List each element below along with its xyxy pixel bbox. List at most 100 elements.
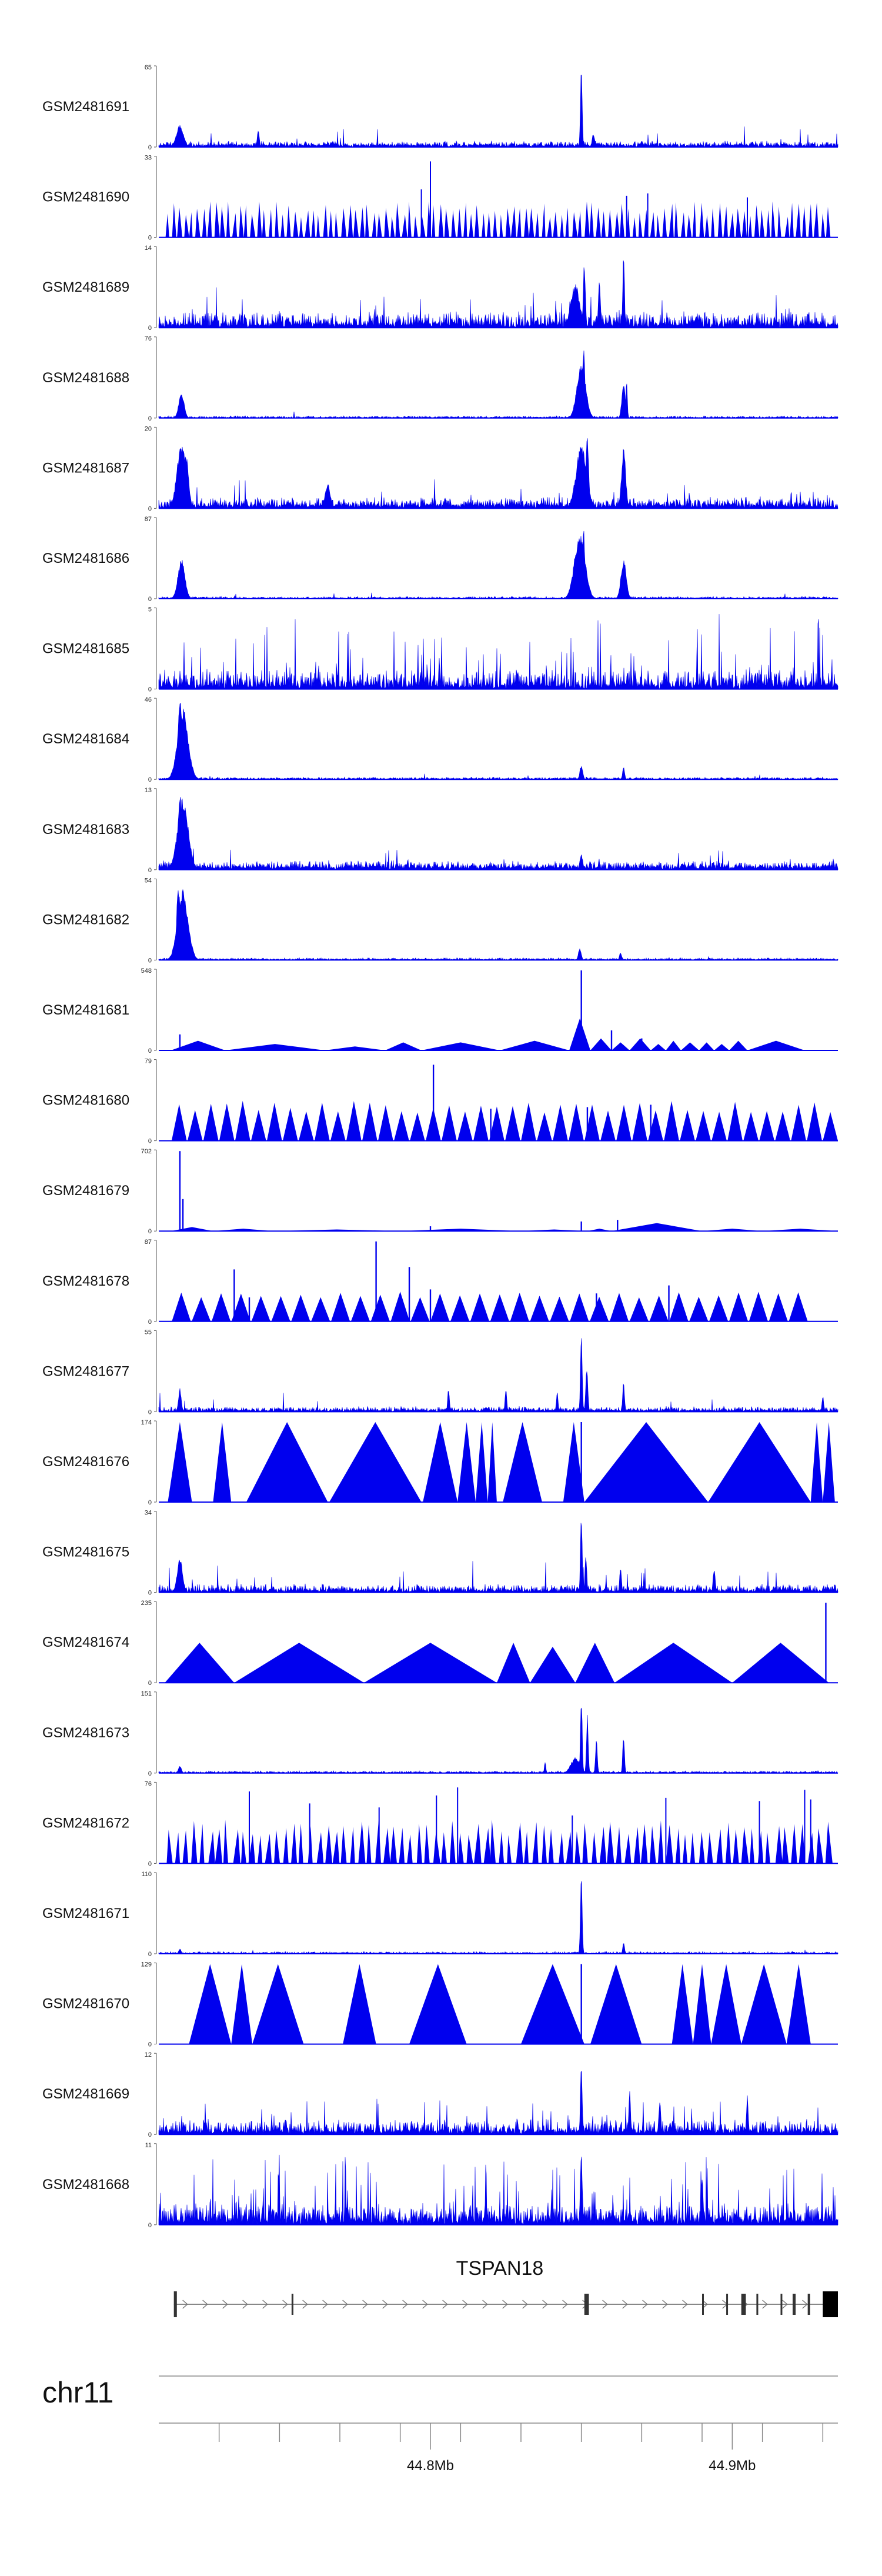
coverage-segment [649,1826,656,1864]
coverage-segment [529,208,534,238]
coverage-segment [365,204,369,238]
coverage-segment [275,202,279,238]
coverage-segment [457,1111,473,1141]
coverage-segment [305,210,310,238]
coverage-segment [702,1229,763,1232]
coverage-segment [366,1824,372,1864]
coverage-segment [786,1964,811,2044]
y-max-label: 110 [141,1871,152,1878]
coverage-segment [350,1296,370,1322]
coverage-segment [257,201,262,238]
strand-arrow-icon [222,2300,228,2309]
coverage-segment [220,206,225,238]
coverage-segment [330,1111,346,1141]
coverage-segment [517,208,522,238]
coverage-segment [708,1422,811,1502]
coverage-segment [589,202,594,238]
gene-exon [793,2294,796,2315]
coverage-segment [530,1296,549,1322]
y-max-label: 54 [145,877,152,884]
coverage-segment [675,1828,681,1864]
coverage-segment [505,1106,520,1141]
coverage-segment [378,1105,393,1141]
track-GSM2481685: GSM2481685 5 0 [42,606,838,693]
y-min-label: 0 [148,415,152,422]
track-label: GSM2481671 [42,1906,129,1921]
track-label: GSM2481678 [42,1273,129,1289]
coverage-segment [421,1042,500,1050]
coverage-segment [648,1110,663,1141]
coverage-segment [699,202,704,238]
coverage-segment [681,1042,699,1050]
coverage-segment [235,1100,250,1141]
track-label: GSM2481690 [42,189,129,205]
coverage-segment [760,209,765,238]
coverage-segment [469,213,473,238]
track-GSM2481681: GSM2481681 548 0 [42,967,838,1055]
track-GSM2481688: GSM2481688 76 0 [42,335,838,422]
coverage-segment [214,202,220,238]
coverage-segment [689,1296,709,1322]
strand-arrow-icon [442,2300,448,2309]
coverage-spike [610,1030,613,1050]
coverage-area [158,702,838,780]
coverage-area [158,889,838,961]
y-max-label: 548 [141,967,152,975]
coverage-segment [584,1105,600,1141]
coverage-segment [474,1824,482,1864]
coverage-segment [725,1823,731,1864]
y-max-label: 12 [145,2051,152,2058]
track-GSM2481682: GSM2481682 54 0 [42,877,838,964]
coverage-segment [329,1422,422,1502]
coverage-area [158,75,838,148]
coverage-segment [343,1964,376,2044]
gene-exon [780,2294,783,2315]
coverage-segment [521,1102,536,1141]
coverage-segment [450,1295,470,1322]
coverage-spike [650,1105,652,1141]
coverage-segment [569,1018,591,1050]
coverage-segment [416,1823,422,1864]
y-min-label: 0 [148,776,152,783]
y-min-label: 0 [148,144,152,151]
coverage-segment [736,208,741,238]
coverage-segment [693,1964,711,2044]
strand-arrow-icon [242,2300,248,2309]
coverage-segment [629,1038,651,1050]
track-GSM2481689: GSM2481689 14 0 [42,245,838,332]
coverage-segment [451,210,456,238]
coverage-segment [669,1292,689,1322]
coverage-segment [189,212,193,238]
coverage-segment [775,1826,783,1864]
strand-arrow-icon [462,2300,468,2309]
coverage-segment [747,1040,805,1050]
coverage-segment [530,1647,576,1683]
coverage-spike [179,1151,181,1232]
coverage-segment [590,1964,642,2044]
coverage-segment [184,215,189,238]
track-GSM2481671: GSM2481671 110 0 [42,1871,838,1958]
coverage-segment [733,1829,739,1864]
coverage-segment [250,213,256,238]
coverage-segment [199,1823,205,1864]
coverage-spike [580,970,582,1050]
coverage-segment [810,1422,823,1502]
coverage-segment [234,1643,365,1683]
y-min-label: 0 [148,1860,152,1867]
coverage-segment [777,206,781,238]
strand-arrow-icon [322,2300,328,2309]
strand-arrow-icon [602,2300,608,2309]
coverage-segment [682,1834,688,1864]
coverage-segment [207,201,212,238]
coverage-segment [547,217,552,238]
coverage-segment [714,1044,730,1050]
coverage-spike [375,1241,377,1322]
coverage-segment [372,212,377,238]
coverage-segment [241,1831,246,1864]
y-max-label: 14 [145,245,152,252]
coverage-segment [493,211,497,238]
coverage-spike [457,1787,459,1864]
coverage-segment [329,211,333,238]
coverage-segment [423,1422,458,1502]
y-min-label: 0 [148,1228,152,1235]
